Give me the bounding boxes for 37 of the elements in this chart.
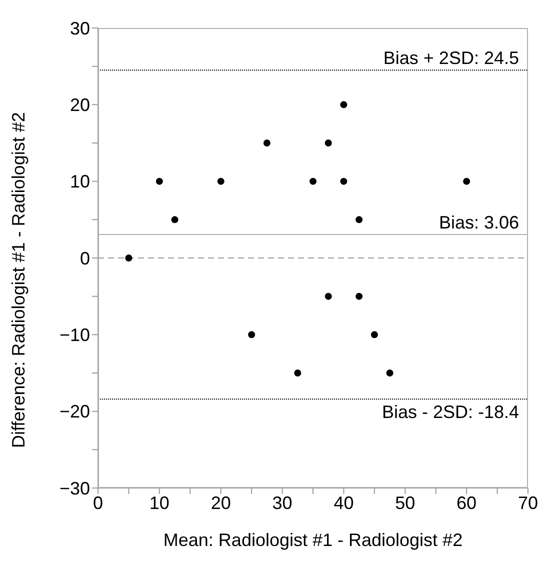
y-tick-label: 20 [70, 95, 90, 116]
point [310, 178, 316, 185]
y-axis-title: Difference: Radiologist #1 - Radiologist #2 [8, 112, 28, 448]
x-tick-label: 10 [149, 492, 170, 513]
point [324, 292, 332, 300]
point [125, 254, 132, 262]
point [324, 140, 332, 146]
point [356, 216, 363, 224]
point [217, 178, 224, 185]
y-tick-label: −30 [59, 478, 90, 498]
y-tick-label: −10 [59, 325, 90, 346]
x-tick-label: 50 [395, 492, 416, 513]
point [171, 216, 178, 224]
ref-line-label: Bias + 2SD: 24.5 [383, 48, 519, 68]
y-tick-label: 30 [70, 18, 90, 38]
point [386, 370, 394, 376]
point [294, 370, 302, 376]
x-tick-label: 0 [92, 492, 104, 513]
x-tick-label: 40 [334, 492, 354, 513]
y-tick-label: 0 [80, 248, 90, 268]
ref-line-label: Bias - 2SD: -18.4 [382, 402, 519, 422]
point [340, 178, 348, 185]
point [340, 101, 348, 108]
point [248, 331, 256, 338]
x-tick-label: 20 [210, 492, 231, 513]
y-tick-label: 10 [70, 172, 90, 192]
point [463, 178, 470, 185]
x-axis-title: Mean: Radiologist #1 - Radiologist #2 [163, 530, 463, 550]
x-tick-label: 70 [518, 492, 538, 513]
x-tick-label: 30 [272, 492, 292, 513]
y-tick-label: −20 [59, 402, 90, 422]
point [156, 178, 163, 185]
ref-line-label: Bias: 3.06 [438, 212, 519, 232]
x-tick-label: 60 [456, 492, 477, 513]
point [263, 140, 270, 146]
point [356, 292, 363, 300]
point [370, 331, 378, 338]
